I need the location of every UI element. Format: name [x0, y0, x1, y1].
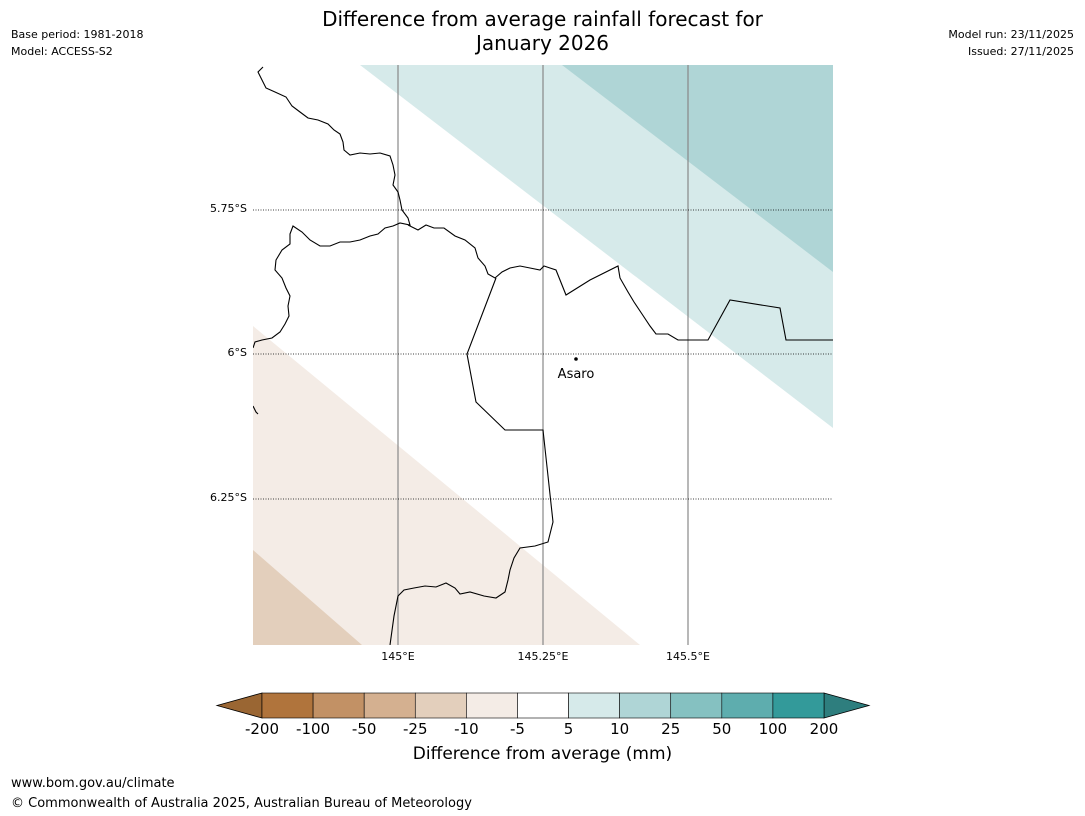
colorbar-tick-label: 50 — [712, 720, 732, 738]
colorbar-extend-high — [823, 692, 871, 719]
issued-label: Issued: 27/11/2025 — [967, 45, 1074, 58]
colorbar-tick-label: 25 — [661, 720, 681, 738]
lon-label-145: 145°E — [381, 650, 415, 663]
colorbar-segment — [772, 692, 825, 719]
province-boundary-east — [389, 277, 554, 645]
province-boundary-west — [253, 66, 411, 349]
meta-left: Base period: 1981-2018 Model: ACCESS-S2 — [11, 26, 143, 60]
model-label: Model: ACCESS-S2 — [11, 45, 113, 58]
lat-label-6: 6°S — [227, 346, 247, 359]
colorbar-segment — [312, 692, 365, 719]
colorbar-segment — [517, 692, 569, 719]
colorbar-segment — [363, 692, 416, 719]
colorbar-segment — [466, 692, 518, 719]
colorbar-tick-label: -5 — [509, 720, 525, 738]
model-run-label: Model run: 23/11/2025 — [948, 28, 1074, 41]
colorbar-tick-label: -10 — [454, 720, 479, 738]
colorbar — [215, 692, 871, 719]
colorbar-tick-label: 100 — [758, 720, 788, 738]
lon-label-145-5: 145.5°E — [666, 650, 710, 663]
band-minus-10-to-minus-25 — [253, 550, 362, 645]
footer-copyright: © Commonwealth of Australia 2025, Austra… — [11, 796, 472, 811]
lat-label-5-75: 5.75°S — [210, 202, 247, 215]
title-line-1: Difference from average rainfall forecas… — [322, 7, 763, 31]
colorbar-tick-label: 10 — [610, 720, 630, 738]
province-boundary-north — [407, 224, 833, 341]
lon-label-145-25: 145.25°E — [517, 650, 569, 663]
colorbar-segment — [670, 692, 723, 719]
colorbar-title: Difference from average (mm) — [412, 744, 673, 764]
footer-url[interactable]: www.bom.gov.au/climate — [11, 776, 175, 791]
meta-right: Model run: 23/11/2025 Issued: 27/11/2025 — [948, 26, 1074, 60]
colorbar-segment — [261, 692, 314, 719]
colorbar-segment — [414, 692, 467, 719]
title-line-2: January 2026 — [475, 31, 610, 55]
asaro-marker — [574, 357, 578, 361]
colorbar-tick-label: 200 — [809, 720, 839, 738]
colorbar-tick-label: -200 — [244, 720, 280, 738]
colorbar-extend-low — [215, 692, 263, 719]
colorbar-segment — [721, 692, 774, 719]
colorbar-segment — [568, 692, 620, 719]
lat-label-6-25: 6.25°S — [210, 491, 247, 504]
asaro-label: Asaro — [558, 367, 595, 382]
colorbar-tick-label: 5 — [563, 720, 574, 738]
base-period-label: Base period: 1981-2018 — [11, 28, 144, 41]
colorbar-tick-label: -25 — [403, 720, 428, 738]
band-10-to-25 — [562, 65, 833, 272]
map-title: Difference from average rainfall forecas… — [0, 7, 1085, 55]
colorbar-segment — [619, 692, 672, 719]
colorbar-tick-label: -100 — [296, 720, 331, 738]
colorbar-tick-label: -50 — [351, 720, 377, 738]
province-boundary-west-fragment — [253, 405, 259, 415]
